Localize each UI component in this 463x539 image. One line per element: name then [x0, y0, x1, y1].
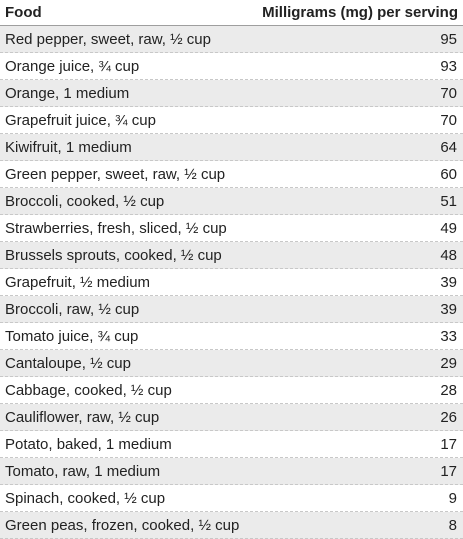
table-row: Orange, 1 medium 70	[0, 80, 463, 107]
mg-cell: 17	[440, 462, 457, 480]
header-food: Food	[5, 4, 42, 21]
mg-cell: 29	[440, 354, 457, 372]
mg-cell: 17	[440, 435, 457, 453]
table-row: Tomato juice, ¾ cup 33	[0, 323, 463, 350]
table-row: Strawberries, fresh, sliced, ½ cup 49	[0, 215, 463, 242]
mg-cell: 39	[440, 273, 457, 291]
food-cell: Potato, baked, 1 medium	[5, 435, 172, 453]
table-row: Kiwifruit, 1 medium 64	[0, 134, 463, 161]
food-cell: Orange, 1 medium	[5, 84, 130, 102]
table-row: Broccoli, raw, ½ cup 39	[0, 296, 463, 323]
food-cell: Cabbage, cooked, ½ cup	[5, 381, 172, 399]
mg-cell: 70	[440, 111, 457, 129]
food-cell: Grapefruit juice, ¾ cup	[5, 111, 156, 129]
mg-cell: 39	[440, 300, 457, 318]
mg-cell: 51	[440, 192, 457, 210]
food-cell: Broccoli, cooked, ½ cup	[5, 192, 165, 210]
food-cell: Cauliflower, raw, ½ cup	[5, 408, 160, 426]
food-cell: Strawberries, fresh, sliced, ½ cup	[5, 219, 227, 237]
table-row: Broccoli, cooked, ½ cup 51	[0, 188, 463, 215]
food-cell: Red pepper, sweet, raw, ½ cup	[5, 30, 211, 48]
mg-cell: 70	[440, 84, 457, 102]
table-header: Food Milligrams (mg) per serving	[0, 0, 463, 26]
food-cell: Spinach, cooked, ½ cup	[5, 489, 166, 507]
table-row: Orange juice, ¾ cup 93	[0, 53, 463, 80]
table-row: Grapefruit, ½ medium 39	[0, 269, 463, 296]
food-cell: Green pepper, sweet, raw, ½ cup	[5, 165, 226, 183]
table-row: Potato, baked, 1 medium 17	[0, 431, 463, 458]
table-body: Red pepper, sweet, raw, ½ cup 95 Orange ju…	[0, 26, 463, 539]
table-row: Cauliflower, raw, ½ cup 26	[0, 404, 463, 431]
food-cell: Green peas, frozen, cooked, ½ cup	[5, 516, 240, 534]
food-cell: Tomato juice, ¾ cup	[5, 327, 139, 345]
food-cell: Broccoli, raw, ½ cup	[5, 300, 140, 318]
food-cell: Brussels sprouts, cooked, ½ cup	[5, 246, 222, 264]
table-row: Grapefruit juice, ¾ cup 70	[0, 107, 463, 134]
header-amount: Milligrams (mg) per serving	[262, 4, 458, 21]
table-row: Brussels sprouts, cooked, ½ cup 48	[0, 242, 463, 269]
table-row: Cantaloupe, ½ cup 29	[0, 350, 463, 377]
mg-cell: 28	[440, 381, 457, 399]
food-cell: Cantaloupe, ½ cup	[5, 354, 131, 372]
table-row: Green pepper, sweet, raw, ½ cup 60	[0, 161, 463, 188]
food-cell: Tomato, raw, 1 medium	[5, 462, 161, 480]
mg-cell: 49	[440, 219, 457, 237]
food-cell: Kiwifruit, 1 medium	[5, 138, 132, 156]
mg-cell: 93	[440, 57, 457, 75]
table-row: Tomato, raw, 1 medium 17	[0, 458, 463, 485]
mg-cell: 33	[440, 327, 457, 345]
mg-cell: 48	[440, 246, 457, 264]
mg-cell: 60	[440, 165, 457, 183]
table-row: Spinach, cooked, ½ cup 9	[0, 485, 463, 512]
food-cell: Orange juice, ¾ cup	[5, 57, 140, 75]
mg-cell: 26	[440, 408, 457, 426]
table-row: Cabbage, cooked, ½ cup 28	[0, 377, 463, 404]
mg-cell: 95	[440, 30, 457, 48]
table-row: Red pepper, sweet, raw, ½ cup 95	[0, 26, 463, 53]
mg-cell: 8	[448, 516, 457, 534]
table-row: Green peas, frozen, cooked, ½ cup 8	[0, 512, 463, 539]
mg-cell: 64	[440, 138, 457, 156]
mg-cell: 9	[448, 489, 457, 507]
food-cell: Grapefruit, ½ medium	[5, 273, 151, 291]
